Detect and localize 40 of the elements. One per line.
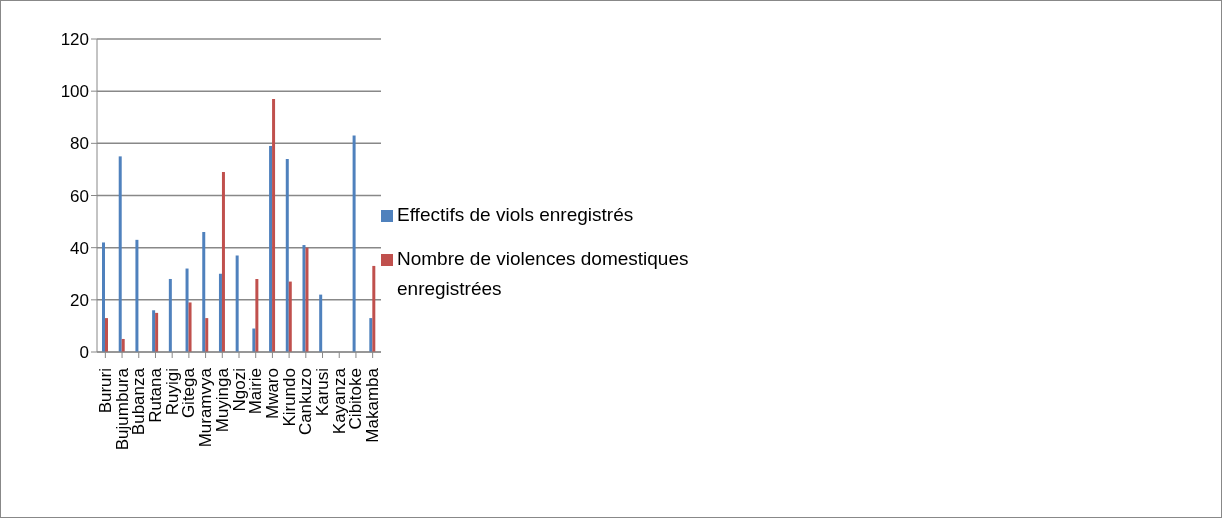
y-tick-label: 120 [60, 30, 89, 50]
y-tick-label: 40 [70, 238, 89, 258]
x-tick-label: Ruyigi [162, 368, 182, 416]
bar [188, 302, 192, 352]
legend-label: Nombre de violences domestiques enregistrées [397, 247, 690, 301]
x-tick-label: Kirundo [279, 368, 299, 427]
bar [252, 328, 256, 352]
bar [105, 318, 109, 352]
bar [285, 158, 289, 352]
bar [202, 232, 206, 352]
bar [269, 145, 273, 352]
x-tick-label: Rutana [145, 367, 165, 423]
bar [118, 156, 122, 352]
y-tick-label: 100 [60, 82, 89, 102]
bar [255, 278, 259, 352]
bar [185, 268, 189, 352]
x-tick-label: Bururi [95, 368, 115, 414]
y-tick-label: 0 [79, 343, 89, 363]
bar [218, 273, 222, 352]
bar [235, 255, 239, 352]
bar [272, 98, 276, 352]
legend-label: Effectifs de viols enregistrés [397, 203, 634, 227]
bar [369, 318, 373, 352]
bar [319, 294, 323, 352]
y-tick-label: 80 [70, 134, 89, 154]
y-tick-label: 60 [70, 186, 89, 206]
y-tick-label: 20 [70, 290, 89, 310]
x-tick-label: Bujumbura [112, 367, 132, 451]
x-tick-label: Muramvya [196, 367, 216, 448]
bar [288, 281, 292, 352]
x-tick-label: Cankuzo [296, 368, 316, 436]
bar [135, 239, 139, 352]
bar [168, 278, 172, 352]
bar [102, 242, 106, 352]
bar [372, 265, 376, 352]
bar [121, 338, 125, 352]
bar [205, 318, 209, 352]
bar [352, 135, 356, 352]
x-tick-label: Makamba [363, 367, 383, 443]
bar [221, 172, 225, 352]
